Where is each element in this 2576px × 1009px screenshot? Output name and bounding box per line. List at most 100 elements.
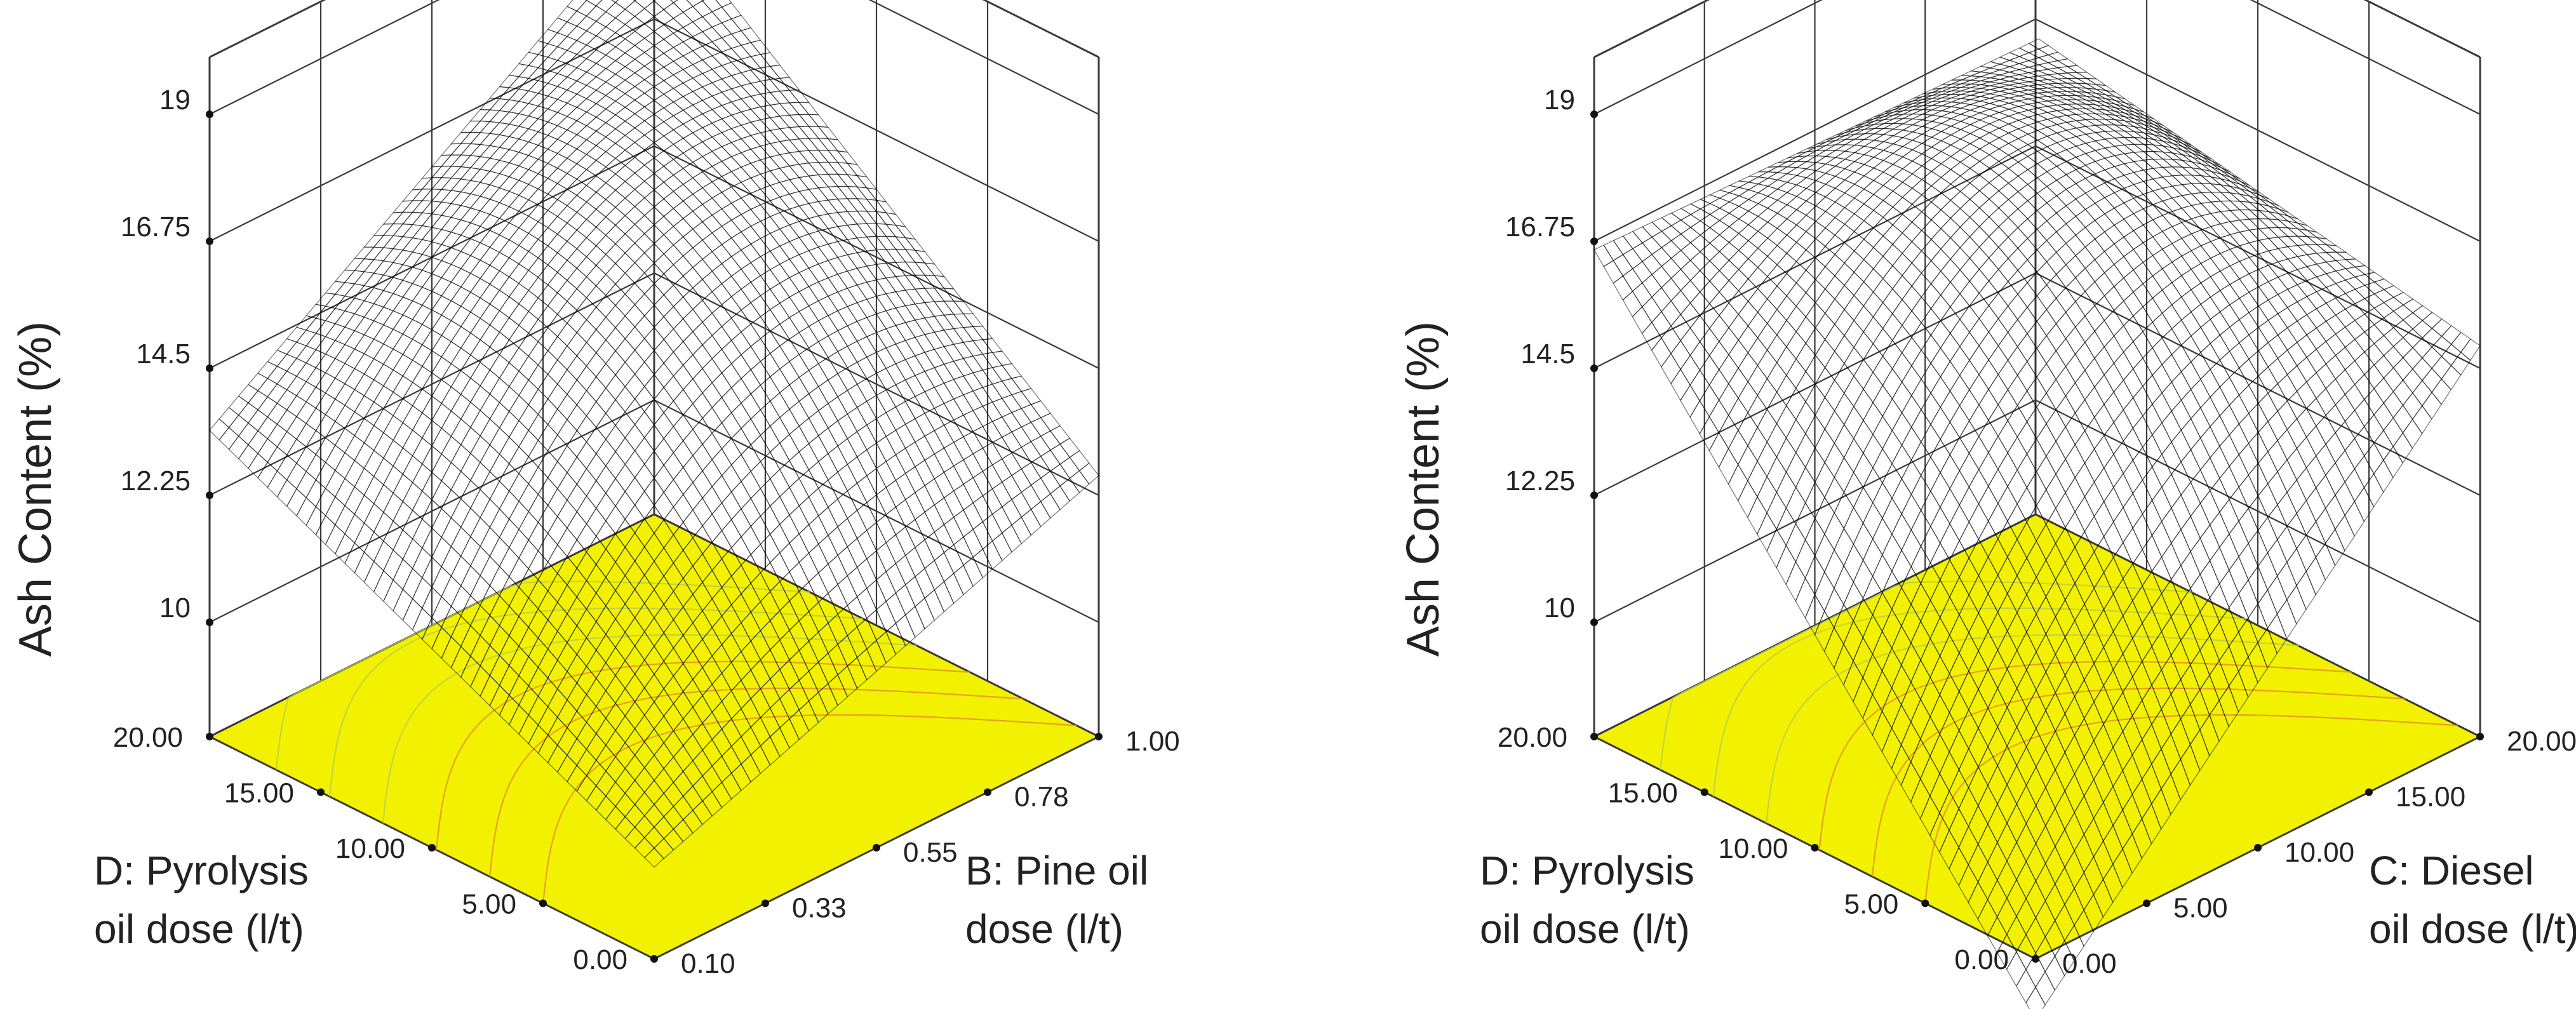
- surface-cell: [595, 199, 616, 218]
- surface-cell: [2027, 192, 2048, 211]
- surface-cell: [1718, 414, 1739, 450]
- surface-cell: [1689, 315, 1710, 343]
- surface-cell: [1757, 349, 1778, 380]
- surface-cell: [1989, 95, 2009, 101]
- surface-cell: [2190, 537, 2211, 575]
- surface-cell: [2286, 342, 2307, 366]
- surface-cell: [1708, 432, 1729, 469]
- surface-cell: [2229, 556, 2249, 595]
- surface-cell: [499, 547, 520, 578]
- surface-cell: [1863, 316, 1884, 345]
- surface-cell: [741, 323, 761, 347]
- surface-cell: [334, 344, 356, 364]
- surface-cell: [1824, 410, 1845, 444]
- surface-cell: [1815, 211, 1836, 229]
- surface-cell: [1719, 213, 1740, 227]
- surface-cell: [1988, 207, 2009, 227]
- surface-cell: [2200, 368, 2220, 398]
- surface-cell: [470, 435, 491, 464]
- surface-cell: [1670, 368, 1691, 401]
- surface-cell: [1902, 241, 1922, 264]
- surface-cell: [2152, 337, 2173, 366]
- surface-cell: [2200, 191, 2222, 203]
- surface-cell: [450, 166, 472, 180]
- surface-cell: [1843, 406, 1864, 439]
- surface-cell: [1757, 237, 1778, 257]
- surface-cell: [2277, 429, 2298, 461]
- surface-cell: [2199, 425, 2220, 459]
- surface-cell: [1872, 235, 1893, 257]
- surface-cell: [750, 106, 771, 121]
- surface-cell: [836, 211, 858, 226]
- surface-cell: [711, 263, 732, 284]
- surface-cell: [808, 114, 829, 128]
- surface-cell: [634, 0, 655, 10]
- surface-cell: [624, 172, 645, 190]
- surface-cell: [798, 189, 819, 204]
- surface-cell: [508, 446, 529, 474]
- surface-cell: [2286, 479, 2307, 514]
- surface-cell: [663, 174, 684, 192]
- surface-cell: [769, 417, 790, 444]
- surface-cell: [1632, 282, 1653, 308]
- surface-cell: [1902, 285, 1922, 312]
- surface-cell: [2431, 356, 2452, 380]
- surface-cell: [624, 477, 645, 506]
- surface-cell: [963, 356, 984, 373]
- surface-cell: [2103, 124, 2126, 131]
- surface-cell: [508, 394, 529, 422]
- surface-cell: [1844, 184, 1865, 199]
- surface-cell: [788, 190, 810, 207]
- surface-cell: [760, 352, 781, 378]
- surface-cell: [2316, 340, 2337, 365]
- surface-cell: [595, 339, 616, 364]
- z-tick-label: 12.25: [1505, 465, 1575, 497]
- surface-cell: [2066, 65, 2088, 73]
- surface-cell: [615, 252, 636, 274]
- surface-cell: [1786, 305, 1807, 333]
- surface-cell: [654, 362, 674, 389]
- surface-cell: [1978, 216, 1999, 237]
- surface-cell: [1911, 153, 1933, 167]
- surface-cell: [2210, 415, 2230, 447]
- surface-cell: [567, 163, 587, 180]
- surface-cell: [2277, 400, 2298, 431]
- surface-cell: [2267, 236, 2289, 250]
- surface-cell: [460, 452, 481, 481]
- surface-cell: [2335, 394, 2356, 422]
- surface-cell: [856, 265, 877, 283]
- surface-cell: [1998, 199, 2019, 218]
- surface-cell: [2392, 404, 2413, 434]
- surface-cell: [489, 480, 510, 510]
- surface-cell: [1689, 341, 1710, 371]
- surface-cell: [730, 288, 752, 311]
- surface-cell: [692, 100, 713, 115]
- surface-cell: [2306, 371, 2326, 399]
- surface-cell: [760, 79, 781, 93]
- surface-cell: [1834, 527, 1855, 567]
- surface-cell: [1949, 404, 1970, 439]
- surface-cell: [615, 315, 636, 340]
- surface-cell: [953, 357, 974, 377]
- surface-cell: [1785, 451, 1806, 488]
- surface-cell: [528, 341, 549, 366]
- surface-cell: [1709, 251, 1730, 271]
- surface-cell: [1901, 459, 1922, 495]
- surface-cell: [1815, 149, 1837, 157]
- surface-cell: [808, 138, 829, 151]
- surface-cell: [1718, 448, 1739, 485]
- surface-cell: [615, 52, 636, 67]
- surface-cell: [2315, 443, 2336, 476]
- surface-cell: [682, 267, 703, 289]
- surface-cell: [750, 384, 771, 411]
- surface-cell: [1998, 182, 2019, 200]
- surface-cell: [750, 39, 771, 55]
- surface-cell: [1757, 298, 1778, 324]
- surface-cell: [1930, 271, 1951, 296]
- surface-cell: [556, 241, 578, 261]
- surface-cell: [1825, 217, 1846, 236]
- surface-cell: [489, 310, 510, 333]
- surface-cell: [480, 418, 500, 446]
- surface-cell: [586, 208, 607, 228]
- surface-cell: [624, 450, 645, 479]
